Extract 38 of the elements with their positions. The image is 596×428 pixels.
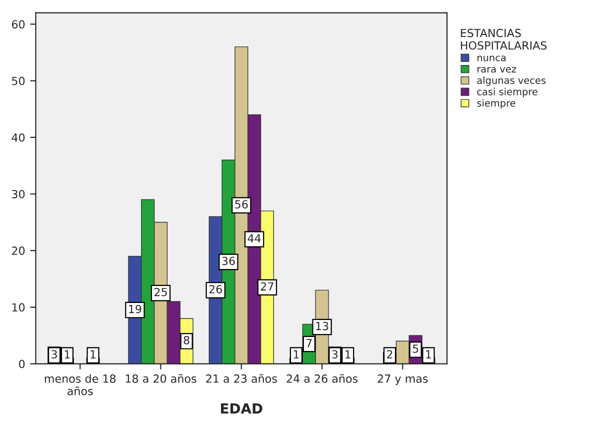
data-label: 1 — [90, 350, 96, 358]
y-tick-label: 60 — [12, 20, 25, 29]
data-label: 1 — [426, 350, 431, 358]
y-tick-label: 50 — [12, 76, 25, 86]
data-label: 36 — [222, 256, 235, 266]
legend-label: nunca — [478, 56, 506, 62]
x-tick-label: 27 y mas — [378, 374, 428, 385]
x-tick-label: 24 a 26 años — [286, 374, 358, 383]
data-label: 3 — [52, 350, 57, 359]
data-label: 2 — [387, 350, 392, 358]
data-label: 1 — [346, 350, 350, 358]
legend-label: rara vez — [478, 67, 516, 73]
legend-label: algunas veces — [477, 76, 546, 86]
y-tick-label: 0 — [19, 360, 25, 368]
data-label: 8 — [184, 336, 190, 344]
data-label: 7 — [306, 338, 312, 348]
data-label: 25 — [154, 288, 167, 296]
data-label: 26 — [209, 285, 222, 294]
legend-label: casi siempre — [477, 88, 538, 98]
y-tick-label: 40 — [12, 133, 25, 142]
data-label: 1 — [64, 350, 70, 358]
data-label: 56 — [235, 200, 248, 209]
data-label: 44 — [248, 234, 261, 242]
x-tick-label: 18 a 20 años — [126, 374, 196, 383]
data-label: 19 — [129, 304, 142, 314]
data-label: 3 — [332, 350, 338, 359]
x-tick-label: 21 a 23 años — [206, 374, 277, 383]
y-tick-label: 10 — [12, 303, 25, 312]
y-tick-label: 20 — [12, 246, 25, 255]
data-label: 1 — [294, 350, 299, 358]
x-tick-label: menos de 18 años — [44, 374, 116, 396]
data-label: 5 — [412, 344, 418, 353]
legend-label: siempre — [477, 99, 516, 109]
y-tick-label: 30 — [12, 190, 25, 198]
data-label: 13 — [316, 322, 328, 330]
x-axis-title: EDAD — [221, 403, 262, 414]
legend-title: ESTANCIAS HOSPITALARIAS — [460, 28, 547, 50]
data-label: 27 — [260, 282, 274, 290]
